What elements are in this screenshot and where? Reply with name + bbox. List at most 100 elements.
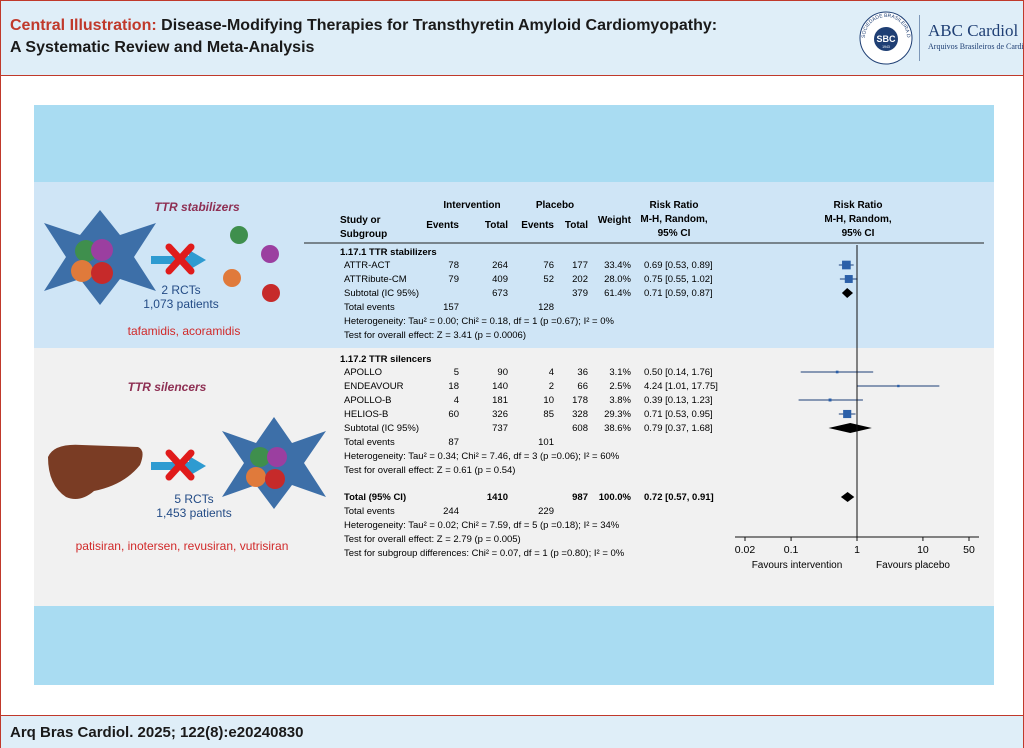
silencers-drugs: patisiran, inotersen, revusiran, vutrisi… — [76, 539, 289, 553]
header-intervention: Intervention — [443, 200, 500, 211]
subgroup-1-study-1-int-events: 78 — [448, 260, 459, 271]
content-panel: TTR stabilizers 2 RCTs 1,073 patients ta… — [34, 105, 994, 685]
header: Central Illustration: Disease-Modifying … — [1, 1, 1024, 76]
subgroup-1-title: 1.17.1 TTR stabilizers — [340, 247, 437, 258]
stabilizers-drugs: tafamidis, acoramidis — [128, 324, 241, 338]
arrow-shaft — [151, 256, 191, 264]
subgroup-2-study-4-ci-text: 0.71 [0.53, 0.95] — [644, 409, 713, 420]
arrow-head-2-icon — [189, 456, 206, 476]
total-ci-text: 0.72 [0.57, 0.91] — [644, 492, 714, 503]
subgroup-2-study-2-ci-text: 4.24 [1.01, 17.75] — [644, 381, 718, 392]
header-subgroup: Subgroup — [340, 229, 387, 240]
subgroup-2-study-2-label: ENDEAVOUR — [344, 381, 404, 392]
subgroup-2-study-2-point — [897, 384, 900, 388]
subgroup-2-subtotal-int-total: 737 — [492, 423, 508, 434]
header-study: Study or — [340, 215, 381, 226]
subgroup-1-study-2-ci-text: 0.75 [0.55, 1.02] — [644, 274, 713, 285]
subgroup-1-study-1-pla-events: 76 — [543, 260, 554, 271]
subgroup-2-study-1-pla-events: 4 — [549, 367, 554, 378]
protein-red-2-icon — [265, 469, 285, 489]
protein-red-icon — [91, 262, 113, 284]
x-tick-label: 0.1 — [784, 544, 799, 556]
top-band — [34, 105, 994, 182]
subgroup-1-overall-effect: Test for overall effect: Z = 3.41 (p = 0… — [344, 330, 526, 341]
header-weight: Weight — [598, 215, 632, 226]
header-plot-rr-1: Risk Ratio — [834, 200, 883, 211]
arrow-head-icon — [189, 250, 206, 270]
subgroup-2-subtotal-pla-total: 608 — [572, 423, 588, 434]
subgroup-2-subtotal-diamond — [828, 423, 872, 433]
header-pla-total: Total — [565, 220, 588, 231]
subgroup-2-total-events-label: Total events — [344, 437, 395, 448]
subgroup-2-study-2-weight: 2.5% — [609, 381, 631, 392]
favours-placebo-label: Favours placebo — [876, 560, 950, 571]
subgroup-2-study-4-pla-events: 85 — [543, 409, 554, 420]
subgroup-1-study-2-label: ATTRibute-CM — [344, 274, 407, 285]
logo-title: ABC Cardiol — [928, 21, 1019, 40]
subgroup-1-study-1-label: ATTR-ACT — [344, 260, 390, 271]
silencers-patients: 1,453 patients — [156, 506, 231, 520]
subgroup-1-subtotal-diamond — [841, 288, 854, 298]
total-weight: 100.0% — [599, 492, 632, 503]
subgroup-1-study-2-pla-events: 52 — [543, 274, 554, 285]
subgroup-1-total-events-int-events: 157 — [443, 302, 459, 313]
title-accent: Central Illustration: — [10, 17, 157, 34]
stabilizers-rcts: 2 RCTs — [161, 283, 200, 297]
subgroup-2-study-4-label: HELIOS-B — [344, 409, 388, 420]
subgroup-2-overall-effect: Test for overall effect: Z = 0.61 (p = 0… — [344, 465, 515, 476]
x-tick-label: 0.02 — [735, 544, 756, 556]
subgroup-2-study-3-int-total: 181 — [492, 395, 508, 406]
subgroup-2-study-1-int-events: 5 — [454, 367, 459, 378]
protein-green-2-icon — [250, 447, 270, 467]
seal-text: SBC — [876, 34, 896, 44]
header-rr-3: 95% CI — [658, 228, 691, 239]
subgroup-1-study-2-int-total: 409 — [492, 274, 508, 285]
subgroup-2-study-3-pla-total: 178 — [572, 395, 588, 406]
subgroup-2-study-1-point — [835, 370, 839, 374]
subgroup-2-study-2-int-total: 140 — [492, 381, 508, 392]
total-int-total: 1410 — [487, 492, 508, 503]
total-overall-effect: Test for overall effect: Z = 2.79 (p = 0… — [344, 534, 521, 545]
subgroup-2-study-4-point — [843, 409, 852, 419]
subgroup-1-study-2-point — [844, 275, 853, 283]
subgroup-1-heterogeneity: Heterogeneity: Tau² = 0.00; Chi² = 0.18,… — [344, 316, 614, 327]
subgroup-2-heterogeneity: Heterogeneity: Tau² = 0.34; Chi² = 7.46,… — [344, 451, 620, 462]
subgroup-1-total-events-label: Total events — [344, 302, 395, 313]
protein-purple-icon — [91, 239, 113, 261]
subgroup-2-subtotal-label: Subtotal (IC 95%) — [344, 423, 419, 434]
subgroup-2-study-2-pla-events: 2 — [549, 381, 554, 392]
total-heterogeneity: Heterogeneity: Tau² = 0.02; Chi² = 7.59,… — [344, 520, 620, 531]
total-events-pla-events: 229 — [538, 506, 554, 517]
table-rows: 1.17.1 TTR stabilizers ATTR-ACT 78 264 76 177… — [340, 247, 718, 559]
sbc-seal-logo: SOCIEDADE BRASILEIRA DE CARDIOLOGIA SBC … — [859, 11, 913, 65]
protein-purple-2-icon — [267, 447, 287, 467]
block-x-icon — [165, 243, 195, 275]
header-plot-rr-2: M-H, Random, — [824, 214, 891, 225]
header-plot-rr-3: 95% CI — [842, 228, 875, 239]
silencers-illustration: TTR silencers 5 RCTs 1,453 patients pati… — [48, 380, 326, 553]
protein-red-free-icon — [262, 284, 280, 302]
total-events-int-events: 244 — [443, 506, 459, 517]
header-int-total: Total — [485, 220, 508, 231]
subgroup-2-study-3-int-events: 4 — [454, 395, 459, 406]
protein-orange-free-icon — [223, 269, 241, 287]
favours-intervention-label: Favours intervention — [752, 560, 843, 571]
footer: Arq Bras Cardiol. 2025; 122(8):e20240830 — [1, 715, 1023, 748]
protein-green-free-icon — [230, 226, 248, 244]
subgroup-1-subtotal-int-total: 673 — [492, 288, 508, 299]
header-rr-2: M-H, Random, — [640, 214, 707, 225]
subgroup-2-study-1-ci-text: 0.50 [0.14, 1.76] — [644, 367, 713, 378]
header-rr-1: Risk Ratio — [650, 200, 699, 211]
subgroup-1-study-1-point — [842, 260, 851, 270]
citation: Arq Bras Cardiol. 2025; 122(8):e20240830 — [10, 724, 304, 741]
subgroup-2-study-3-label: APOLLO-B — [344, 395, 392, 406]
header-pla-events: Events — [521, 220, 554, 231]
logo-divider — [919, 15, 920, 61]
subgroup-2-study-4-pla-total: 328 — [572, 409, 588, 420]
liver-icon — [48, 444, 143, 499]
subgroup-1-study-1-int-total: 264 — [492, 260, 508, 271]
subgroup-1-subtotal-weight: 61.4% — [604, 288, 631, 299]
arrow-shaft-2 — [151, 462, 191, 470]
subgroup-differences: Test for subgroup differences: Chi² = 0.… — [344, 548, 625, 559]
